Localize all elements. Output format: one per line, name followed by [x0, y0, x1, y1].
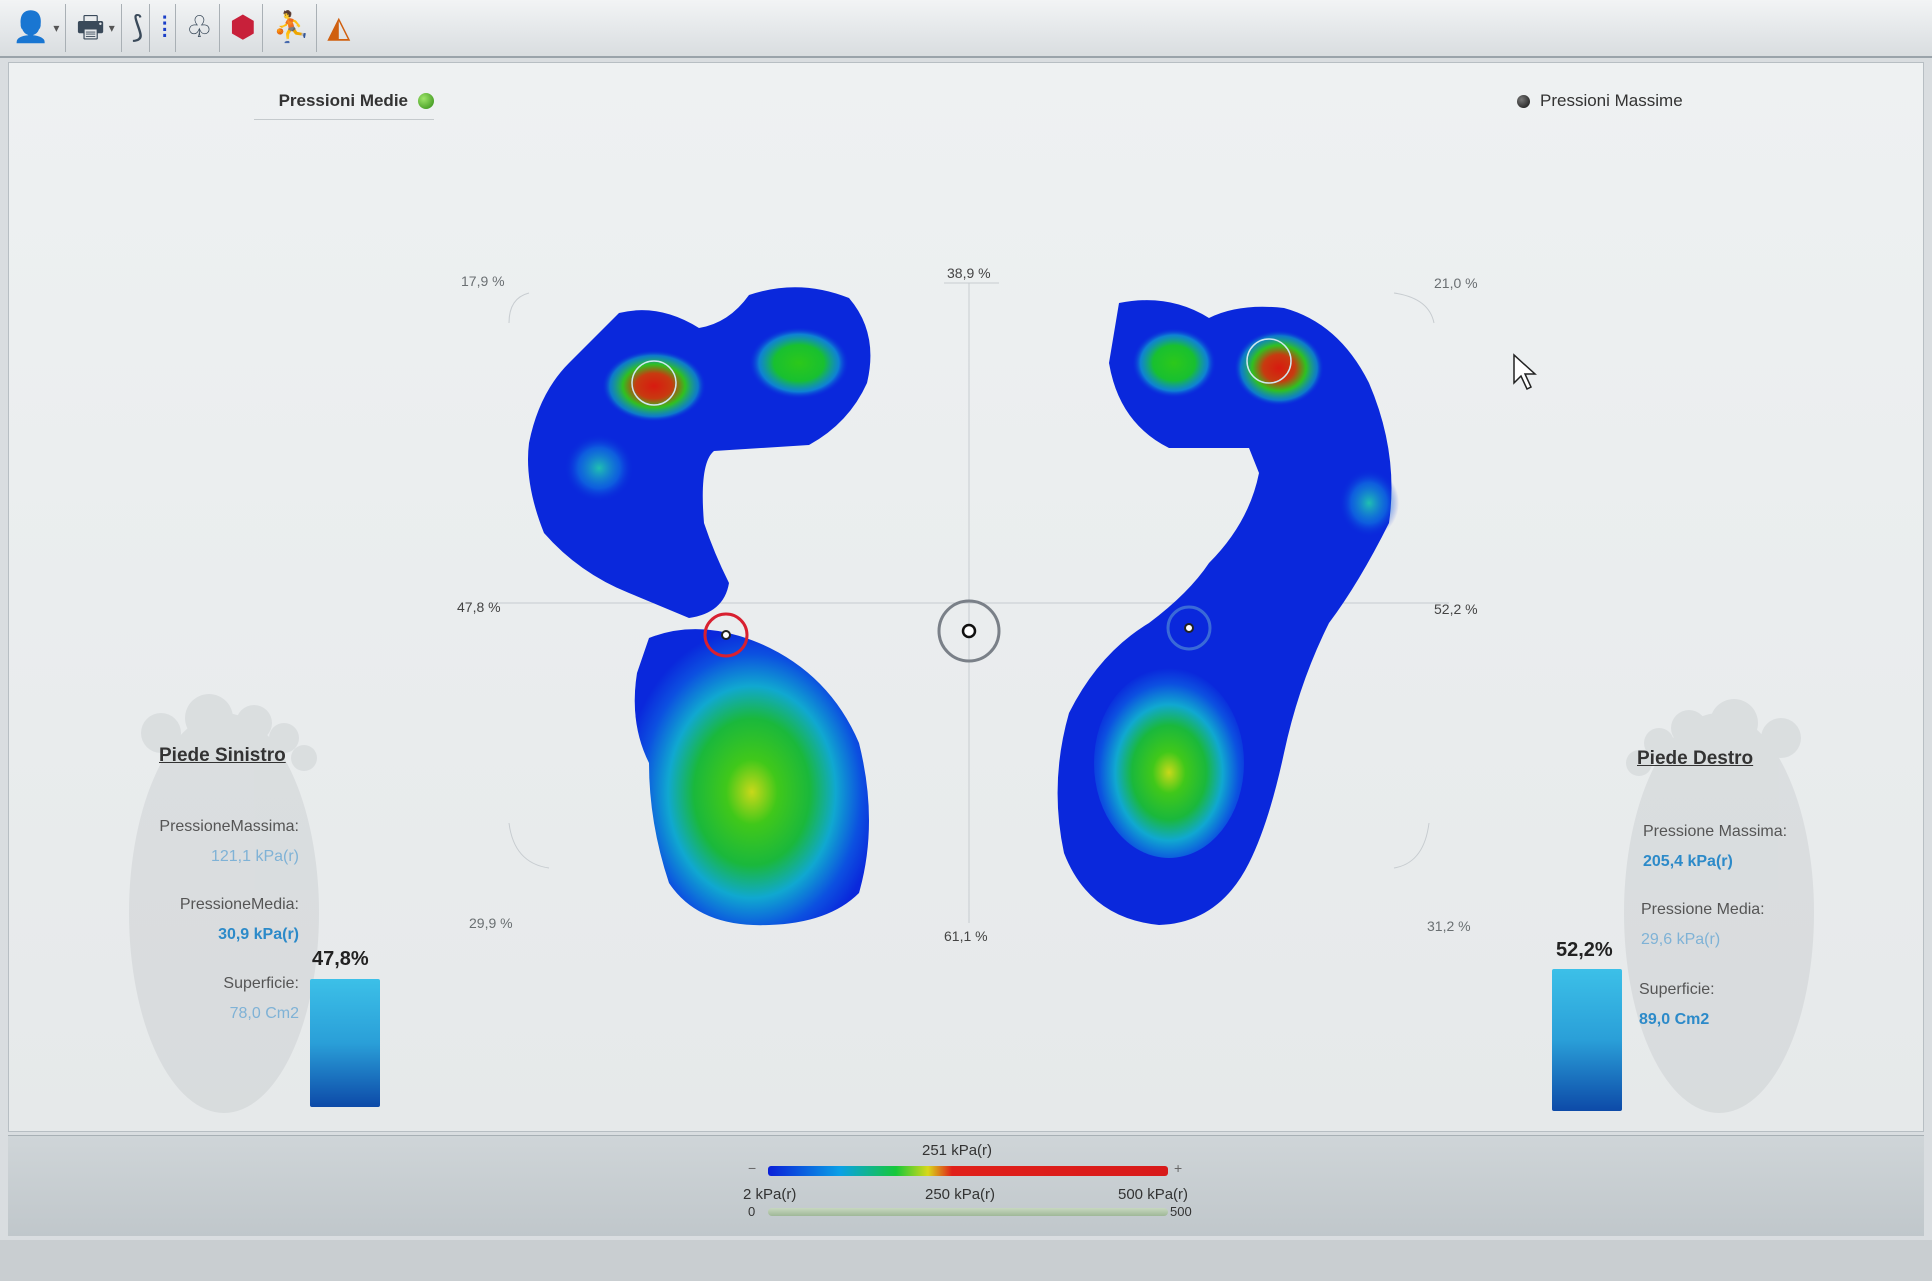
left-load-bar: [310, 979, 380, 1107]
left-foot-ghost-icon: [129, 694, 319, 1113]
left-peak-marker: [631, 360, 677, 406]
feet-ghost-button[interactable]: ♧: [180, 4, 220, 52]
right-load-bar: [1552, 969, 1622, 1111]
pct-top-center: 38,9 %: [947, 265, 991, 281]
cursor-icon: [1513, 353, 1537, 391]
legend-mean-pressure[interactable]: Pressioni Medie: [254, 91, 434, 120]
left-load-percent: 47,8%: [312, 948, 369, 970]
legend-max-label: Pressioni Massime: [1540, 91, 1683, 110]
right-footprint[interactable]: [1057, 300, 1399, 926]
scale-plus-button[interactable]: +: [1174, 1160, 1183, 1176]
left-cop-marker[interactable]: [703, 612, 749, 658]
right-max-pressure-label: Pressione Massima:: [1643, 823, 1788, 840]
chevron-down-icon[interactable]: ▾: [53, 21, 60, 35]
scale-low-label: 2 kPa(r): [743, 1186, 797, 1203]
target-icon: ⬢: [229, 11, 256, 44]
green-dot-icon: [418, 93, 434, 109]
center-cop-marker[interactable]: [937, 599, 1001, 663]
printer-icon: 🖶: [76, 11, 105, 44]
feet-view-button[interactable]: ⟆: [126, 4, 151, 52]
footprint-plot: [129, 282, 1814, 1113]
pct-top-left: 17,9 %: [461, 273, 505, 289]
status-strip: [0, 1240, 1932, 1281]
legend-mean-label: Pressioni Medie: [278, 91, 408, 110]
right-foot-ghost-icon: [1624, 699, 1814, 1113]
user-icon: 👤: [12, 11, 50, 44]
range-min-label: 0: [748, 1204, 756, 1219]
right-mean-pressure: Pressione Media: 29,6 kPa(r): [1641, 901, 1765, 949]
right-foot-info: Piede Destro: [1637, 748, 1753, 770]
left-max-pressure: PressioneMassima: 121,1 kPa(r): [139, 818, 299, 866]
left-surface-label: Superficie:: [223, 975, 299, 992]
pct-bottom-center: 61,1 %: [944, 928, 988, 944]
toolbar: 👤 ▾ 🖶 ▾ ⟆ ⁞ ♧ ⬢ ⛹ ◭: [0, 0, 1932, 58]
feet-outline-icon: ⟆: [131, 11, 144, 44]
target-button[interactable]: ⬢: [224, 4, 263, 52]
right-max-pressure: Pressione Massima: 205,4 kPa(r): [1643, 823, 1787, 871]
right-mean-pressure-value: 29,6 kPa(r): [1641, 931, 1721, 948]
left-max-pressure-value: 121,1 kPa(r): [210, 848, 299, 865]
shapes-button[interactable]: ◭: [321, 4, 356, 52]
range-max-label: 500: [1170, 1204, 1192, 1219]
feet-pressure-button[interactable]: ⁞: [154, 4, 176, 52]
chevron-down-icon[interactable]: ▾: [108, 21, 115, 35]
pct-bottom-left: 29,9 %: [469, 915, 513, 931]
pct-mid-left: 47,8 %: [457, 599, 501, 615]
left-mean-pressure-label: PressioneMedia:: [179, 896, 299, 913]
scale-current-value: 251 kPa(r): [922, 1142, 993, 1159]
pct-top-right: 21,0 %: [1434, 275, 1478, 291]
right-surface-value: 89,0 Cm2: [1639, 1011, 1710, 1028]
right-cop-marker[interactable]: [1166, 605, 1212, 651]
posture-icon: ⛹: [272, 11, 311, 44]
right-foot-title[interactable]: Piede Destro: [1637, 748, 1754, 769]
scale-high-label: 500 kPa(r): [1118, 1186, 1189, 1203]
left-mean-pressure: PressioneMedia: 30,9 kPa(r): [139, 896, 299, 944]
left-surface: Superficie: 78,0 Cm2: [139, 975, 299, 1023]
right-max-pressure-value: 205,4 kPa(r): [1643, 853, 1733, 870]
left-surface-value: 78,0 Cm2: [229, 1005, 299, 1022]
pressure-map-panel: Pressioni Medie Pressioni Massime: [8, 62, 1924, 1132]
range-slider[interactable]: [768, 1208, 1168, 1216]
left-foot-info: Piede Sinistro: [159, 745, 286, 767]
pct-mid-right: 52,2 %: [1434, 601, 1478, 617]
posture-button[interactable]: ⛹: [267, 4, 318, 52]
left-foot-title[interactable]: Piede Sinistro: [159, 745, 286, 766]
scale-mid-label: 250 kPa(r): [925, 1186, 996, 1203]
print-button[interactable]: 🖶 ▾: [70, 4, 122, 52]
legend-max-pressure[interactable]: Pressioni Massime: [1517, 91, 1683, 111]
shapes-icon: ◭: [327, 11, 351, 44]
pct-bottom-right: 31,2 %: [1427, 918, 1471, 934]
left-max-pressure-label: PressioneMassima:: [159, 818, 299, 835]
patient-button[interactable]: 👤 ▾: [6, 4, 67, 52]
right-surface-label: Superficie:: [1639, 981, 1715, 998]
scale-minus-button[interactable]: −: [748, 1160, 757, 1176]
pressure-scale-panel: 251 kPa(r) − + 2 kPa(r) 250 kPa(r) 500 k…: [8, 1135, 1924, 1236]
left-mean-pressure-value: 30,9 kPa(r): [218, 926, 299, 943]
right-surface: Superficie: 89,0 Cm2: [1639, 981, 1715, 1029]
dark-dot-icon: [1517, 94, 1530, 108]
feet-dots-icon: ⁞: [160, 11, 169, 44]
left-footprint[interactable]: [528, 287, 871, 926]
right-load-percent: 52,2%: [1556, 939, 1613, 961]
feet-shadow-icon: ♧: [185, 11, 213, 44]
right-peak-marker: [1246, 338, 1292, 384]
color-scale-bar[interactable]: [768, 1166, 1168, 1176]
right-mean-pressure-label: Pressione Media:: [1641, 901, 1765, 918]
